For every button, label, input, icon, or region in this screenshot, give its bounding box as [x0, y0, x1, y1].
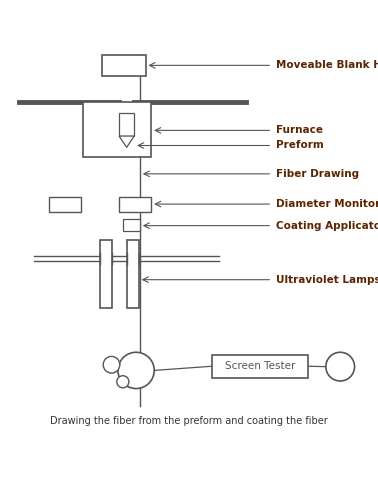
Circle shape — [326, 352, 355, 381]
Circle shape — [103, 357, 120, 373]
Bar — [119, 113, 134, 136]
Text: Screen Tester: Screen Tester — [225, 361, 295, 371]
Circle shape — [118, 352, 154, 388]
Bar — [100, 240, 112, 308]
Text: Coating Applicator: Coating Applicator — [276, 221, 378, 230]
Text: Preform: Preform — [276, 141, 324, 151]
Text: Drawing the fiber from the preform and coating the fiber: Drawing the fiber from the preform and c… — [50, 416, 328, 426]
Bar — [49, 196, 81, 212]
Text: Fiber Drawing: Fiber Drawing — [276, 169, 359, 179]
Bar — [127, 240, 139, 308]
Text: Moveable Blank Holder: Moveable Blank Holder — [276, 60, 378, 71]
Bar — [119, 196, 151, 212]
Bar — [83, 102, 151, 157]
Text: Ultraviolet Lamps: Ultraviolet Lamps — [276, 275, 378, 285]
Circle shape — [117, 376, 129, 388]
Polygon shape — [119, 136, 134, 147]
Bar — [102, 55, 146, 75]
Bar — [212, 355, 308, 378]
Text: Furnace: Furnace — [276, 125, 323, 135]
Bar — [123, 219, 140, 230]
Text: Diameter Monitor: Diameter Monitor — [276, 199, 378, 209]
